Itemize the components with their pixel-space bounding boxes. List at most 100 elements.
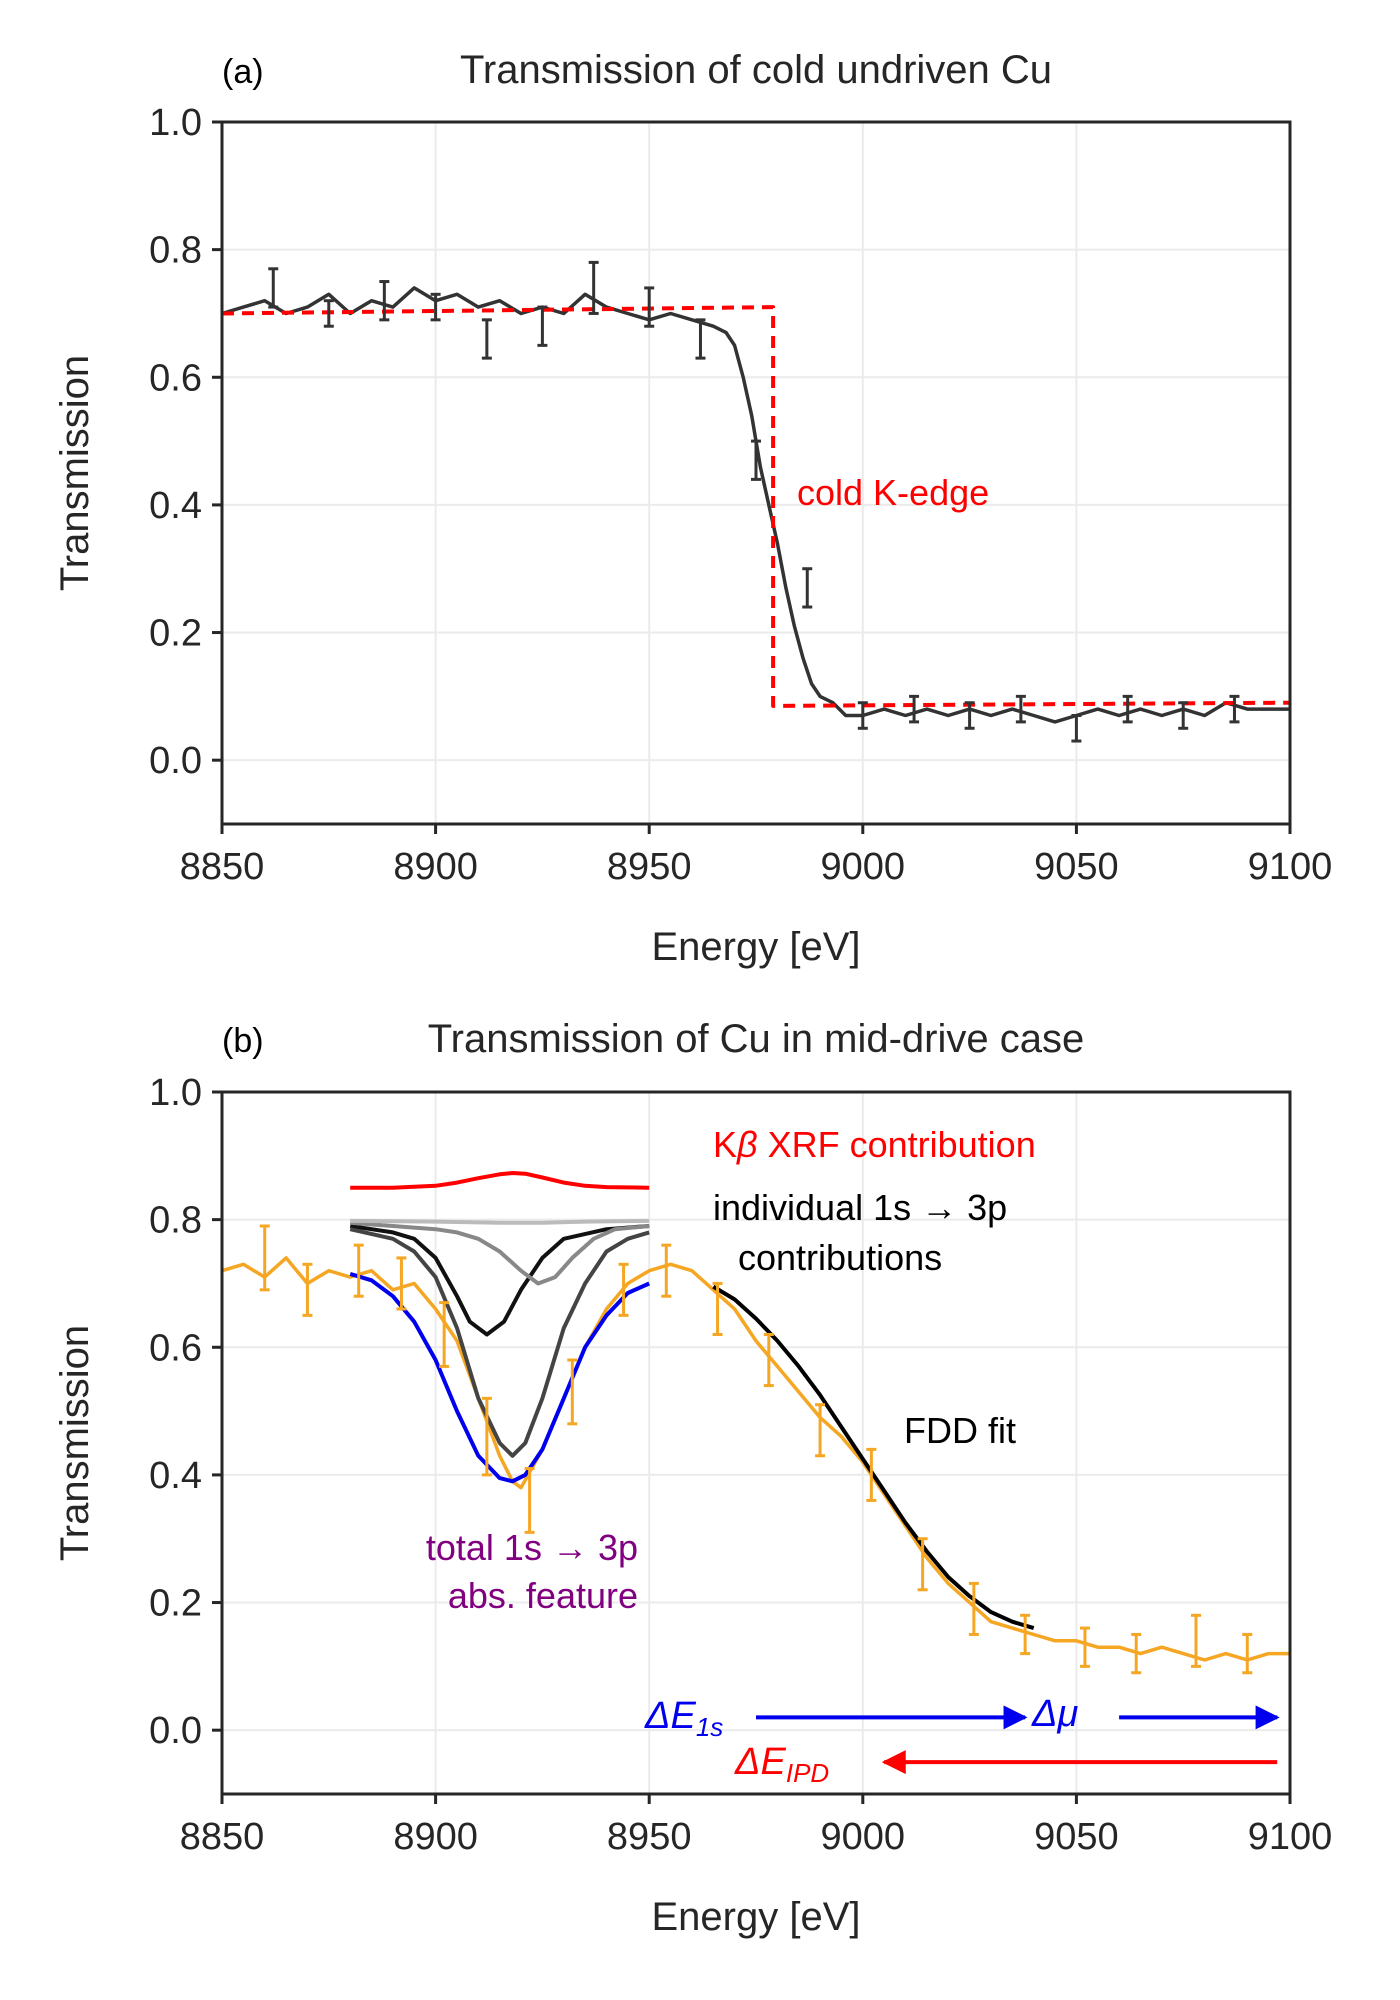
panel-a-ytick-label: 0.0 [149,740,202,782]
panel-a-xtick-label: 8850 [180,846,265,888]
panel-a: (a) Transmission of cold undriven Cu 885… [53,48,1332,969]
error-bar [259,1224,270,1292]
series-line-1s-3p-contribution-4 [350,1218,650,1225]
series-line-fdd-fit [712,1284,1035,1631]
panel-b-xtick-label: 8950 [607,1816,692,1858]
error-bar [302,1262,313,1317]
panel-b-xtick-label: 9000 [821,1816,906,1858]
total-feature-label-line2: abs. feature [448,1575,638,1616]
error-bar [567,1358,578,1426]
panel-a-ticks: 8850 8900 8950 9000 9050 9100 1.0 0.8 0.… [149,102,1332,888]
panel-a-xtick-label: 8900 [393,846,478,888]
error-bar [1079,1626,1090,1668]
panel-a-frame [220,120,1292,826]
error-bar [439,1301,450,1368]
panel-b-arrows: ΔE1s Δμ ΔEIPD [644,1693,1280,1788]
error-bar [481,1396,492,1477]
error-bar [1242,1632,1253,1675]
individual-contributions-label-line1: individual 1s → 3p [713,1187,1007,1228]
panel-b-ytick-label: 1.0 [149,1072,202,1114]
error-bar [968,1581,979,1636]
panel-a-ytick-label: 1.0 [149,102,202,144]
error-bar [353,1243,364,1298]
panel-b-ytick-label: 0.0 [149,1710,202,1752]
error-bar [1229,694,1240,724]
panel-b-xtick-label: 8900 [393,1816,478,1858]
error-bar [1020,1613,1031,1656]
panel-b-ticks: 8850 8900 8950 9000 9050 9100 1.0 0.8 0.… [149,1072,1332,1858]
series-line-measured-transmission [221,1256,1290,1662]
panel-b-xtick-label: 8850 [180,1816,265,1858]
error-bar [379,280,390,322]
panel-b-ylabel: Transmission [53,1325,97,1561]
error-bar [430,292,441,322]
error-bar [396,1256,407,1311]
error-bar [588,260,599,315]
panel-a-ytick-label: 0.8 [149,230,202,272]
error-bar [1191,1613,1202,1668]
panel-a-title: Transmission of cold undriven Cu [460,48,1052,92]
error-bar [909,694,920,724]
panel-b-ytick-label: 0.8 [149,1200,202,1242]
error-bar [964,701,975,730]
error-bar [917,1537,928,1592]
total-feature-label-line1: total 1s → 3p [426,1527,638,1568]
individual-contributions-label-line2: contributions [738,1237,942,1278]
error-bar [1071,714,1082,743]
error-bar [695,318,706,360]
panel-a-ytick-label: 0.2 [149,613,202,655]
kbeta-xrf-label: Kβ XRF contribution [713,1124,1036,1165]
series-line-1s-3p-contribution-3 [350,1220,650,1286]
series-line-1s-3p-contribution-1 [349,1224,650,1337]
error-bar [1178,701,1189,730]
panel-b-frame [220,1090,1292,1796]
error-bar [537,305,548,347]
error-bar [644,286,655,328]
panel-b-title: Transmission of Cu in mid-drive case [428,1017,1085,1061]
panel-b-tag: (b) [222,1022,264,1060]
error-bar [802,567,813,609]
error-bar [866,1447,877,1502]
cold-k-edge-label: cold K-edge [797,472,989,513]
panel-a-ytick-label: 0.4 [149,485,202,527]
series-line-1s-3p-contribution-2 [349,1227,650,1458]
panel-a-xtick-label: 9100 [1248,846,1333,888]
panel-b-xlabel: Energy [eV] [651,1895,860,1939]
fdd-fit-label: FDD fit [904,1410,1016,1451]
panel-a-plot-area [221,260,1291,743]
error-bar [524,1467,535,1534]
series-line-k-xrf-contribution [350,1171,650,1190]
delta-eipd-label: ΔEIPD [734,1741,829,1788]
error-bar [712,1281,723,1337]
error-bar [1015,694,1026,724]
panel-b-ytick-label: 0.2 [149,1583,202,1625]
series-line-measured-transmission [221,286,1290,724]
panel-a-xlabel: Energy [eV] [651,925,860,969]
panel-a-xtick-label: 9050 [1034,846,1119,888]
panel-a-xtick-label: 8950 [607,846,692,888]
delta-e1s-label: ΔE1s [644,1695,723,1742]
error-bar [751,439,761,481]
panel-a-ylabel: Transmission [53,355,97,591]
error-bar [268,267,279,309]
panel-b-ytick-label: 0.6 [149,1327,202,1369]
delta-mu-label: Δμ [1031,1693,1078,1735]
panel-a-ytick-label: 0.6 [149,357,202,399]
error-bar [815,1403,826,1458]
panel-b-xtick-label: 9100 [1248,1816,1333,1858]
panel-b-ytick-label: 0.4 [149,1455,202,1497]
error-bar [618,1262,629,1317]
error-bar [763,1333,774,1388]
error-bar [1131,1632,1142,1675]
panel-a-tag: (a) [222,53,264,91]
error-bar [1122,694,1133,724]
panel-b-xtick-label: 9050 [1034,1816,1119,1858]
series-line-cold-k-edge [221,305,1291,708]
panel-a-xtick-label: 9000 [821,846,906,888]
series-line-total-1s-3p-abs-feature [349,1271,651,1484]
error-bar [661,1243,672,1298]
error-bar [481,318,492,360]
panel-b: (b) Transmission of Cu in mid-drive case… [53,1017,1332,1939]
panel-b-plot-area [221,1171,1290,1675]
